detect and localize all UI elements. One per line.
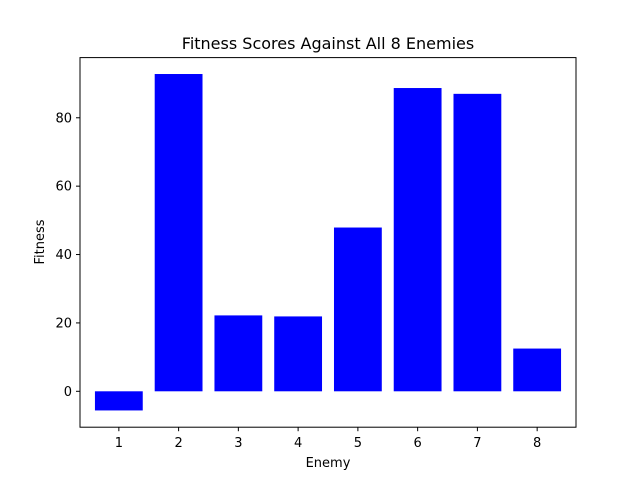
x-tick-label: 7	[473, 436, 481, 451]
x-tick-label: 8	[533, 436, 541, 451]
y-axis-label: Fitness	[33, 219, 48, 264]
x-tick-label: 2	[174, 436, 182, 451]
bars-layer	[94, 74, 562, 411]
bar-enemy-8	[513, 348, 562, 392]
plot-frame	[79, 57, 577, 428]
y-tick-label: 80	[55, 111, 72, 126]
bar-enemy-7	[453, 93, 502, 392]
y-tick-label: 20	[55, 316, 72, 331]
y-tick-label: 0	[64, 385, 72, 400]
bar-enemy-4	[274, 316, 323, 392]
x-tick-label: 1	[115, 436, 123, 451]
bar-enemy-1	[94, 391, 143, 411]
chart-title: Fitness Scores Against All 8 Enemies	[182, 34, 474, 53]
y-tick-label: 40	[55, 248, 72, 263]
bar-enemy-5	[333, 227, 382, 392]
x-tick-label: 3	[234, 436, 242, 451]
x-tick-label: 4	[294, 436, 302, 451]
x-axis-label: Enemy	[306, 456, 351, 471]
bar-enemy-2	[154, 74, 203, 392]
bar-enemy-6	[393, 88, 442, 392]
x-axis-ticks: 1 2 3 4 5 6 7 8	[115, 427, 541, 451]
y-tick-label: 60	[55, 180, 72, 195]
x-tick-label: 5	[354, 436, 362, 451]
x-tick-label: 6	[413, 436, 421, 451]
y-axis-ticks: 0 20 40 60 80	[55, 111, 80, 400]
bar-enemy-3	[214, 315, 263, 392]
